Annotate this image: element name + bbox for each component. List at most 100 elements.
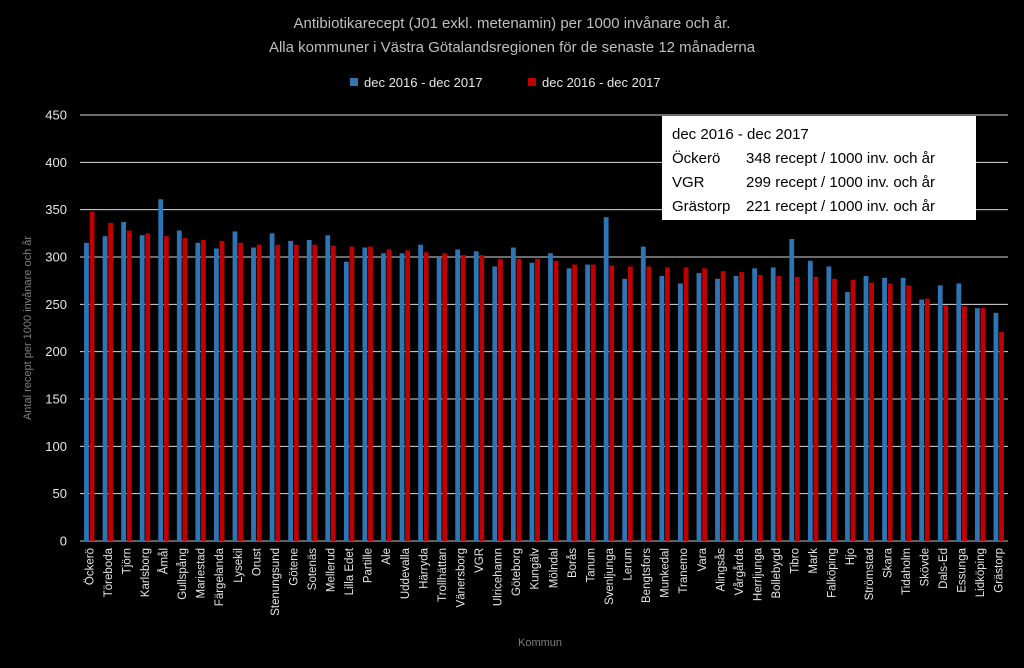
bar-series-1	[696, 273, 702, 541]
y-tick-label: 200	[45, 344, 67, 359]
x-tick-label: Skövde	[919, 548, 931, 586]
bar-series-1	[399, 253, 405, 541]
bar-series-2	[906, 285, 912, 541]
bar-series-2	[498, 258, 503, 541]
y-tick-label: 250	[45, 297, 67, 312]
y-tick-label: 50	[53, 486, 67, 501]
bar-series-2	[423, 252, 429, 541]
bar-series-2	[720, 271, 726, 541]
bar-series-2	[962, 306, 967, 541]
bar-series-2	[275, 244, 281, 541]
x-tick-label: Öckerö	[84, 548, 96, 585]
x-tick-label: Lerum	[623, 548, 635, 581]
y-tick-label: 100	[45, 439, 67, 454]
x-tick-label: Munkedal	[660, 548, 672, 598]
bar-series-2	[850, 279, 856, 541]
y-tick-label: 300	[45, 250, 67, 265]
bar-series-2	[256, 244, 262, 541]
x-tick-label: Mölndal	[548, 548, 560, 588]
x-tick-label: Lysekil	[233, 548, 245, 583]
bar-series-1	[974, 308, 980, 541]
x-axis-labels: Öckerö Töreboda Tjörn Karlsborg Åmål Gullspån…	[84, 547, 1005, 616]
annotation-title: dec 2016 - dec 2017	[672, 126, 809, 143]
bar-series-2	[145, 233, 151, 541]
x-tick-label: Tranemo	[678, 548, 690, 594]
bar-series-1	[845, 292, 850, 541]
x-tick-label: Lidköping	[975, 548, 987, 597]
bar-series-2	[739, 272, 745, 541]
x-tick-label: Lilla Edet	[344, 547, 356, 595]
bar-series-2	[386, 249, 392, 541]
annotation-background	[662, 116, 976, 220]
chart-title: Antibiotikarecept (J01 exkl. metenamin) …	[294, 15, 731, 32]
bar-series-2	[572, 264, 578, 541]
x-tick-label: Mariestad	[196, 548, 208, 599]
bar-series-2	[794, 276, 800, 541]
x-tick-label: Töreboda	[103, 547, 115, 597]
bar-series-2	[627, 266, 633, 541]
bar-series-2	[126, 230, 132, 542]
bar-series-1	[993, 312, 999, 541]
bar-series-2	[219, 240, 225, 541]
x-tick-label: Sotenäs	[307, 548, 319, 590]
bar-series-2	[442, 253, 448, 541]
bars	[84, 199, 1004, 542]
annotation-row-value: 221 recept / 1000 inv. och år	[746, 198, 935, 215]
x-tick-label: Borås	[567, 548, 579, 578]
x-tick-label: Kungälv	[530, 548, 542, 590]
bar-series-2	[757, 274, 763, 541]
x-tick-label: Bengtsfors	[641, 548, 653, 603]
bar-series-2	[516, 258, 522, 541]
bar-series-1	[603, 217, 609, 542]
x-tick-label: Karlsborg	[140, 548, 152, 597]
bar-series-1	[325, 235, 331, 542]
x-tick-label: Dals-Ed	[938, 548, 950, 589]
bar-series-2	[108, 222, 114, 542]
bar-series-2	[238, 242, 243, 542]
bar-series-1	[566, 268, 572, 541]
y-tick-label: 450	[45, 108, 67, 123]
bar-series-1	[807, 260, 813, 541]
x-tick-label: Mark	[808, 548, 820, 574]
bar-series-1	[102, 236, 108, 542]
x-tick-label: Tidaholm	[901, 548, 913, 595]
bar-series-1	[678, 283, 683, 541]
y-axis-ticks: 0 50 100 150 200 250 300 350 400 450	[45, 108, 67, 549]
bar-series-1	[585, 264, 590, 541]
y-tick-label: 150	[45, 392, 67, 407]
bar-series-1	[900, 277, 906, 541]
bar-series-2	[924, 298, 930, 541]
bar-series-2	[535, 258, 540, 541]
x-tick-label: Härryda	[418, 547, 430, 589]
bar-series-2	[646, 266, 652, 541]
x-axis-title: Kommun	[518, 637, 562, 649]
x-tick-label: Vara	[697, 547, 709, 571]
annotation-row-name: Öckerö	[672, 149, 720, 167]
bar-series-1	[492, 266, 498, 541]
bar-series-1	[251, 247, 256, 541]
bar-series-1	[455, 249, 461, 541]
bar-series-2	[89, 211, 95, 541]
x-tick-label: VGR	[474, 548, 486, 573]
bar-series-2	[832, 278, 837, 541]
bar-series-1	[158, 199, 164, 541]
bar-series-1	[232, 231, 238, 541]
x-tick-label: Vårgårda	[734, 547, 746, 595]
bar-series-2	[330, 245, 336, 541]
bar-series-1	[956, 283, 962, 541]
bar-series-2	[349, 246, 355, 541]
bar-series-1	[269, 233, 275, 541]
bar-series-2	[776, 275, 782, 541]
x-tick-label: Ale	[381, 548, 393, 565]
bar-series-2	[182, 238, 188, 541]
x-tick-label: Mellerud	[326, 548, 338, 592]
bar-series-2	[553, 260, 559, 541]
bar-series-2	[293, 244, 299, 541]
bar-series-2	[163, 236, 169, 542]
x-tick-label: Skara	[882, 547, 894, 578]
chart-subtitle: Alla kommuner i Västra Götalandsregionen…	[269, 39, 756, 56]
bar-series-2	[702, 268, 707, 541]
bar-series-1	[919, 299, 925, 541]
bar-series-1	[121, 221, 126, 541]
